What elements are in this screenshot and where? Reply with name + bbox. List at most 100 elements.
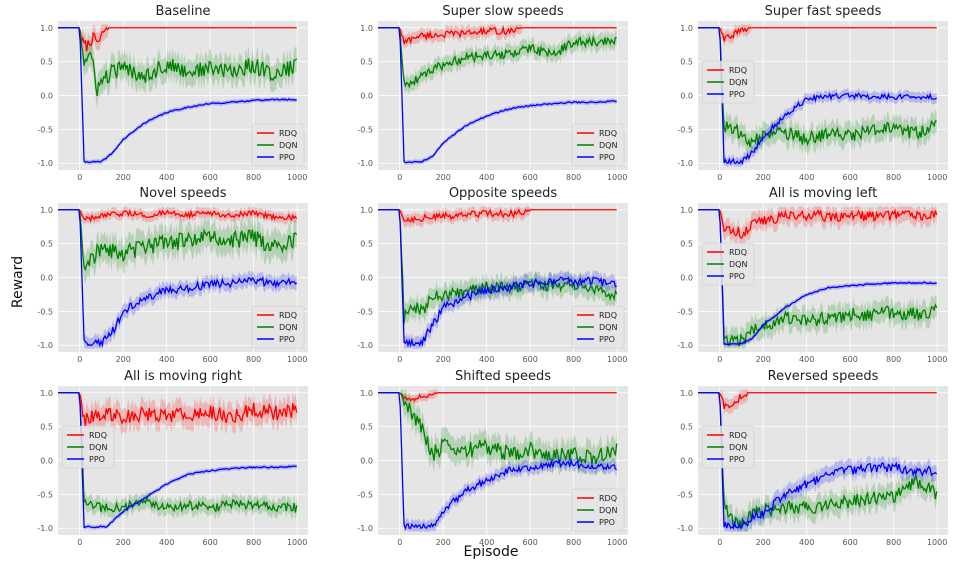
x-tick-label: 1000: [607, 355, 627, 364]
y-tick-label: -0.5: [677, 125, 693, 134]
y-tick-label: -0.5: [677, 307, 693, 316]
series-layer: [698, 206, 938, 349]
x-tick-label: 600: [203, 538, 218, 547]
series-line-rdq: [698, 208, 938, 239]
panel-title: Shifted speeds: [455, 369, 551, 384]
x-tick-label: 600: [523, 538, 538, 547]
x-tick-label: 1000: [287, 173, 307, 182]
series-band-rdq: [378, 206, 617, 228]
series-line-rdq: [698, 392, 937, 410]
series-band-rdq: [698, 389, 937, 416]
legend: RDQ DQN PPO: [251, 123, 305, 167]
y-tick-label: 1.0: [360, 206, 373, 215]
y-tick-label: 0.0: [360, 92, 373, 101]
y-tick-label: 1.0: [680, 389, 693, 398]
legend-label-ppo: PPO: [729, 455, 745, 464]
y-tick-label: -0.5: [677, 490, 693, 499]
legend-label-dqn: DQN: [89, 443, 107, 452]
x-tick-label: 0: [397, 538, 402, 547]
panel-title: Novel speeds: [139, 186, 226, 201]
x-tick-label: 400: [479, 173, 494, 182]
legend-frame: [701, 242, 755, 286]
series-band-dqn: [698, 392, 937, 532]
series-line-ppo: [58, 209, 298, 348]
series-band-rdq: [58, 206, 297, 226]
series-line-rdq: [378, 208, 617, 224]
series-line-dqn: [698, 209, 938, 347]
y-tick-label: -0.5: [37, 307, 53, 316]
legend-label-rdq: RDQ: [279, 129, 297, 138]
series-line-rdq: [58, 392, 298, 427]
legend-label-ppo: PPO: [599, 153, 615, 162]
y-tick-label: -1.0: [37, 341, 53, 350]
series-line-ppo: [698, 27, 938, 166]
y-tick-label: 0.0: [40, 92, 53, 101]
legend: RDQ DQN PPO: [571, 123, 625, 167]
legend: RDQ DQN PPO: [251, 305, 305, 349]
panel-title: All is moving left: [769, 186, 877, 201]
series-line-dqn: [698, 392, 938, 529]
panel-title: Super fast speeds: [765, 4, 882, 19]
y-tick-label: 1.0: [680, 206, 693, 215]
series-band-dqn: [378, 389, 617, 477]
x-tick-label: 600: [523, 173, 538, 182]
y-tick-label: -0.5: [357, 125, 373, 134]
legend: RDQ DQN PPO: [701, 60, 755, 104]
series-line-ppo: [58, 27, 297, 164]
series-band-rdq: [58, 391, 297, 439]
legend-frame: [571, 123, 625, 167]
x-tick-label: 800: [886, 173, 901, 182]
x-tick-label: 200: [436, 173, 451, 182]
chart-panel: 0 200 400 600 800 1000 1.0 0.5 0.0 -0.5 -1.0 All is…: [677, 186, 948, 364]
y-tick-label: -1.0: [357, 524, 373, 533]
series-band-ppo: [58, 209, 297, 349]
series-line-ppo: [378, 392, 617, 531]
series-line-rdq: [378, 392, 617, 403]
legend-label-rdq: RDQ: [279, 311, 297, 320]
x-tick-label: 600: [843, 173, 858, 182]
series-line-dqn: [58, 392, 298, 514]
x-tick-label: 1000: [607, 173, 627, 182]
legend-label-dqn: DQN: [279, 323, 297, 332]
y-tick-label: -1.0: [37, 159, 53, 168]
x-tick-label: 800: [886, 355, 901, 364]
series-layer: [378, 389, 618, 532]
series-band-dqn: [698, 209, 937, 349]
series-layer: [58, 391, 298, 530]
figure-xlabel: Episode: [464, 544, 519, 560]
x-tick-label: 200: [436, 538, 451, 547]
series-band-dqn: [698, 27, 937, 158]
y-tick-label: -1.0: [357, 341, 373, 350]
x-tick-label: 0: [77, 538, 82, 547]
legend-label-ppo: PPO: [279, 335, 295, 344]
x-tick-label: 200: [756, 355, 771, 364]
x-tick-label: 200: [756, 538, 771, 547]
series-band-dqn: [378, 209, 617, 334]
y-tick-label: 0.5: [40, 58, 53, 67]
chart-panel: 0 200 400 600 800 1000 1.0 0.5 0.0 -0.5 -1.0 Opposi…: [357, 186, 628, 364]
y-tick-label: 0.5: [40, 240, 53, 249]
series-layer: [378, 206, 618, 349]
x-tick-label: 1000: [287, 355, 307, 364]
x-tick-label: 800: [566, 538, 581, 547]
chart-panel: 0 200 400 600 800 1000 1.0 0.5 0.0 -0.5 -1.0 All is…: [37, 369, 308, 547]
x-tick-label: 400: [159, 173, 174, 182]
legend-label-dqn: DQN: [729, 260, 747, 269]
legend-label-rdq: RDQ: [729, 431, 747, 440]
y-tick-label: 1.0: [40, 206, 53, 215]
legend: RDQ DQN PPO: [61, 425, 115, 469]
y-tick-label: 0.5: [680, 58, 693, 67]
x-tick-label: 600: [203, 173, 218, 182]
y-tick-label: 0.5: [360, 240, 373, 249]
y-tick-label: 0.0: [360, 274, 373, 283]
legend-label-ppo: PPO: [729, 90, 745, 99]
series-line-dqn: [378, 209, 618, 324]
y-tick-label: 0.5: [360, 58, 373, 67]
legend-label-ppo: PPO: [599, 518, 615, 527]
chart-panel: 0 200 400 600 800 1000 1.0 0.5 0.0 -0.5 -1.0 Super …: [357, 4, 628, 182]
y-tick-label: 0.5: [360, 423, 373, 432]
legend: RDQ DQN PPO: [571, 488, 625, 532]
y-tick-label: -0.5: [37, 490, 53, 499]
chart-panel: 0 200 400 600 800 1000 1.0 0.5 0.0 -0.5 -1.0 Revers…: [677, 369, 948, 547]
